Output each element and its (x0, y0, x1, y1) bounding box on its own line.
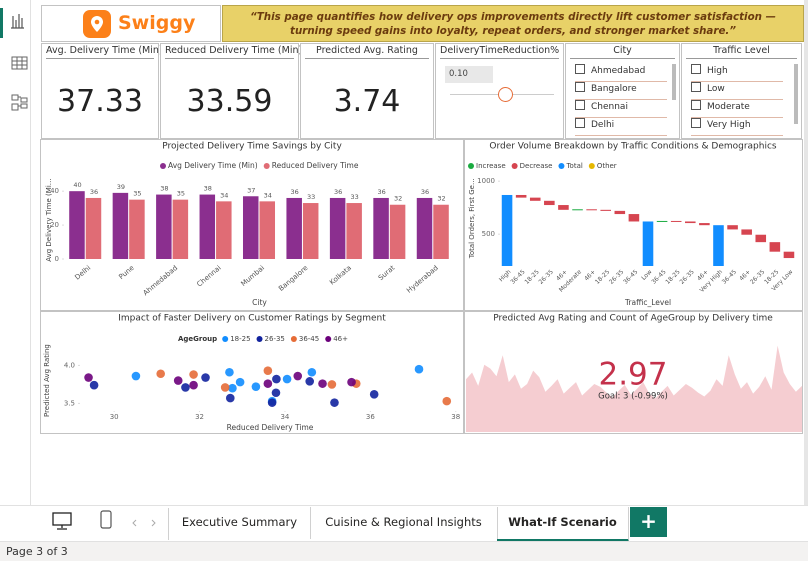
logo-icon (83, 10, 111, 38)
chart-panel (40, 311, 464, 434)
logo-text: Swiggy (118, 12, 196, 34)
prev-arrow[interactable] (132, 519, 137, 527)
slicer-item[interactable]: Low (691, 82, 783, 100)
table-view-icon[interactable] (11, 56, 28, 70)
tab-controls (52, 510, 156, 530)
kpi-value: 3.74 (333, 84, 401, 119)
page-tab-active[interactable]: What-If Scenario (497, 507, 629, 542)
scrollbar[interactable] (672, 64, 676, 100)
sidebar-icons (11, 14, 28, 111)
slider-slicer: DeliveryTimeReduction% 0.10 (435, 43, 564, 139)
kpi-value: 37.33 (57, 84, 143, 119)
kpi-label: Avg. Delivery Time (Min) (46, 45, 163, 59)
slicer-item[interactable]: Bangalore (575, 82, 667, 100)
slider-handle[interactable] (498, 87, 513, 102)
kpi-card: Avg. Delivery Time (Min) 37.33 (41, 43, 163, 139)
page-tab[interactable]: Cuisine & Regional Insights (310, 507, 498, 539)
separator (168, 508, 169, 540)
banner: “This page quantifies how delivery ops i… (222, 5, 804, 42)
page-indicator: Page 3 of 3 (6, 545, 68, 558)
slicer-item[interactable]: Ahmedabad (575, 64, 667, 82)
report-view-icon[interactable] (11, 14, 24, 29)
slicer-title: Traffic Level (686, 45, 797, 59)
sidebar (0, 0, 31, 505)
chart-panel (464, 311, 803, 434)
slicer-item[interactable]: High (691, 64, 783, 82)
kpi-label: Reduced Delivery Time (Min) (165, 45, 302, 59)
add-page-button[interactable]: + (630, 507, 667, 537)
traffic-slicer: Traffic Level High Low Moderate Very Hig… (681, 43, 802, 139)
slicer-item[interactable]: Delhi (575, 118, 667, 136)
next-arrow[interactable] (151, 519, 156, 527)
slicer-title: DeliveryTimeReduction% (440, 45, 559, 59)
chart-panel (464, 139, 803, 311)
chart-panel (40, 139, 464, 311)
page-tab[interactable]: Executive Summary (169, 507, 311, 539)
active-indicator (0, 8, 3, 38)
logo-box: Swiggy (41, 5, 221, 42)
scroll-strip (804, 0, 808, 505)
banner-text: “This page quantifies how delivery ops i… (250, 10, 776, 37)
kpi-value: 33.59 (186, 84, 273, 119)
slicer-item[interactable]: Moderate (691, 100, 783, 118)
slicer-title: City (570, 45, 675, 59)
slicer-item[interactable]: Chennai (575, 100, 667, 118)
scrollbar[interactable] (794, 64, 798, 124)
slicer-item[interactable]: Very High (691, 118, 783, 136)
kpi-label: Predicted Avg. Rating (305, 45, 429, 59)
model-view-icon[interactable] (11, 94, 28, 111)
city-slicer: City Ahmedabad Bangalore Chennai Delhi (565, 43, 680, 139)
kpi-card: Predicted Avg. Rating 3.74 (300, 43, 434, 139)
status-bar: Page 3 of 3 (0, 541, 808, 561)
mobile-view-icon[interactable] (100, 510, 112, 529)
tab-bar (0, 505, 808, 541)
kpi-card: Reduced Delivery Time (Min) 33.59 (160, 43, 302, 139)
desktop-view-icon[interactable] (52, 512, 72, 530)
slider-value[interactable]: 0.10 (445, 66, 493, 83)
